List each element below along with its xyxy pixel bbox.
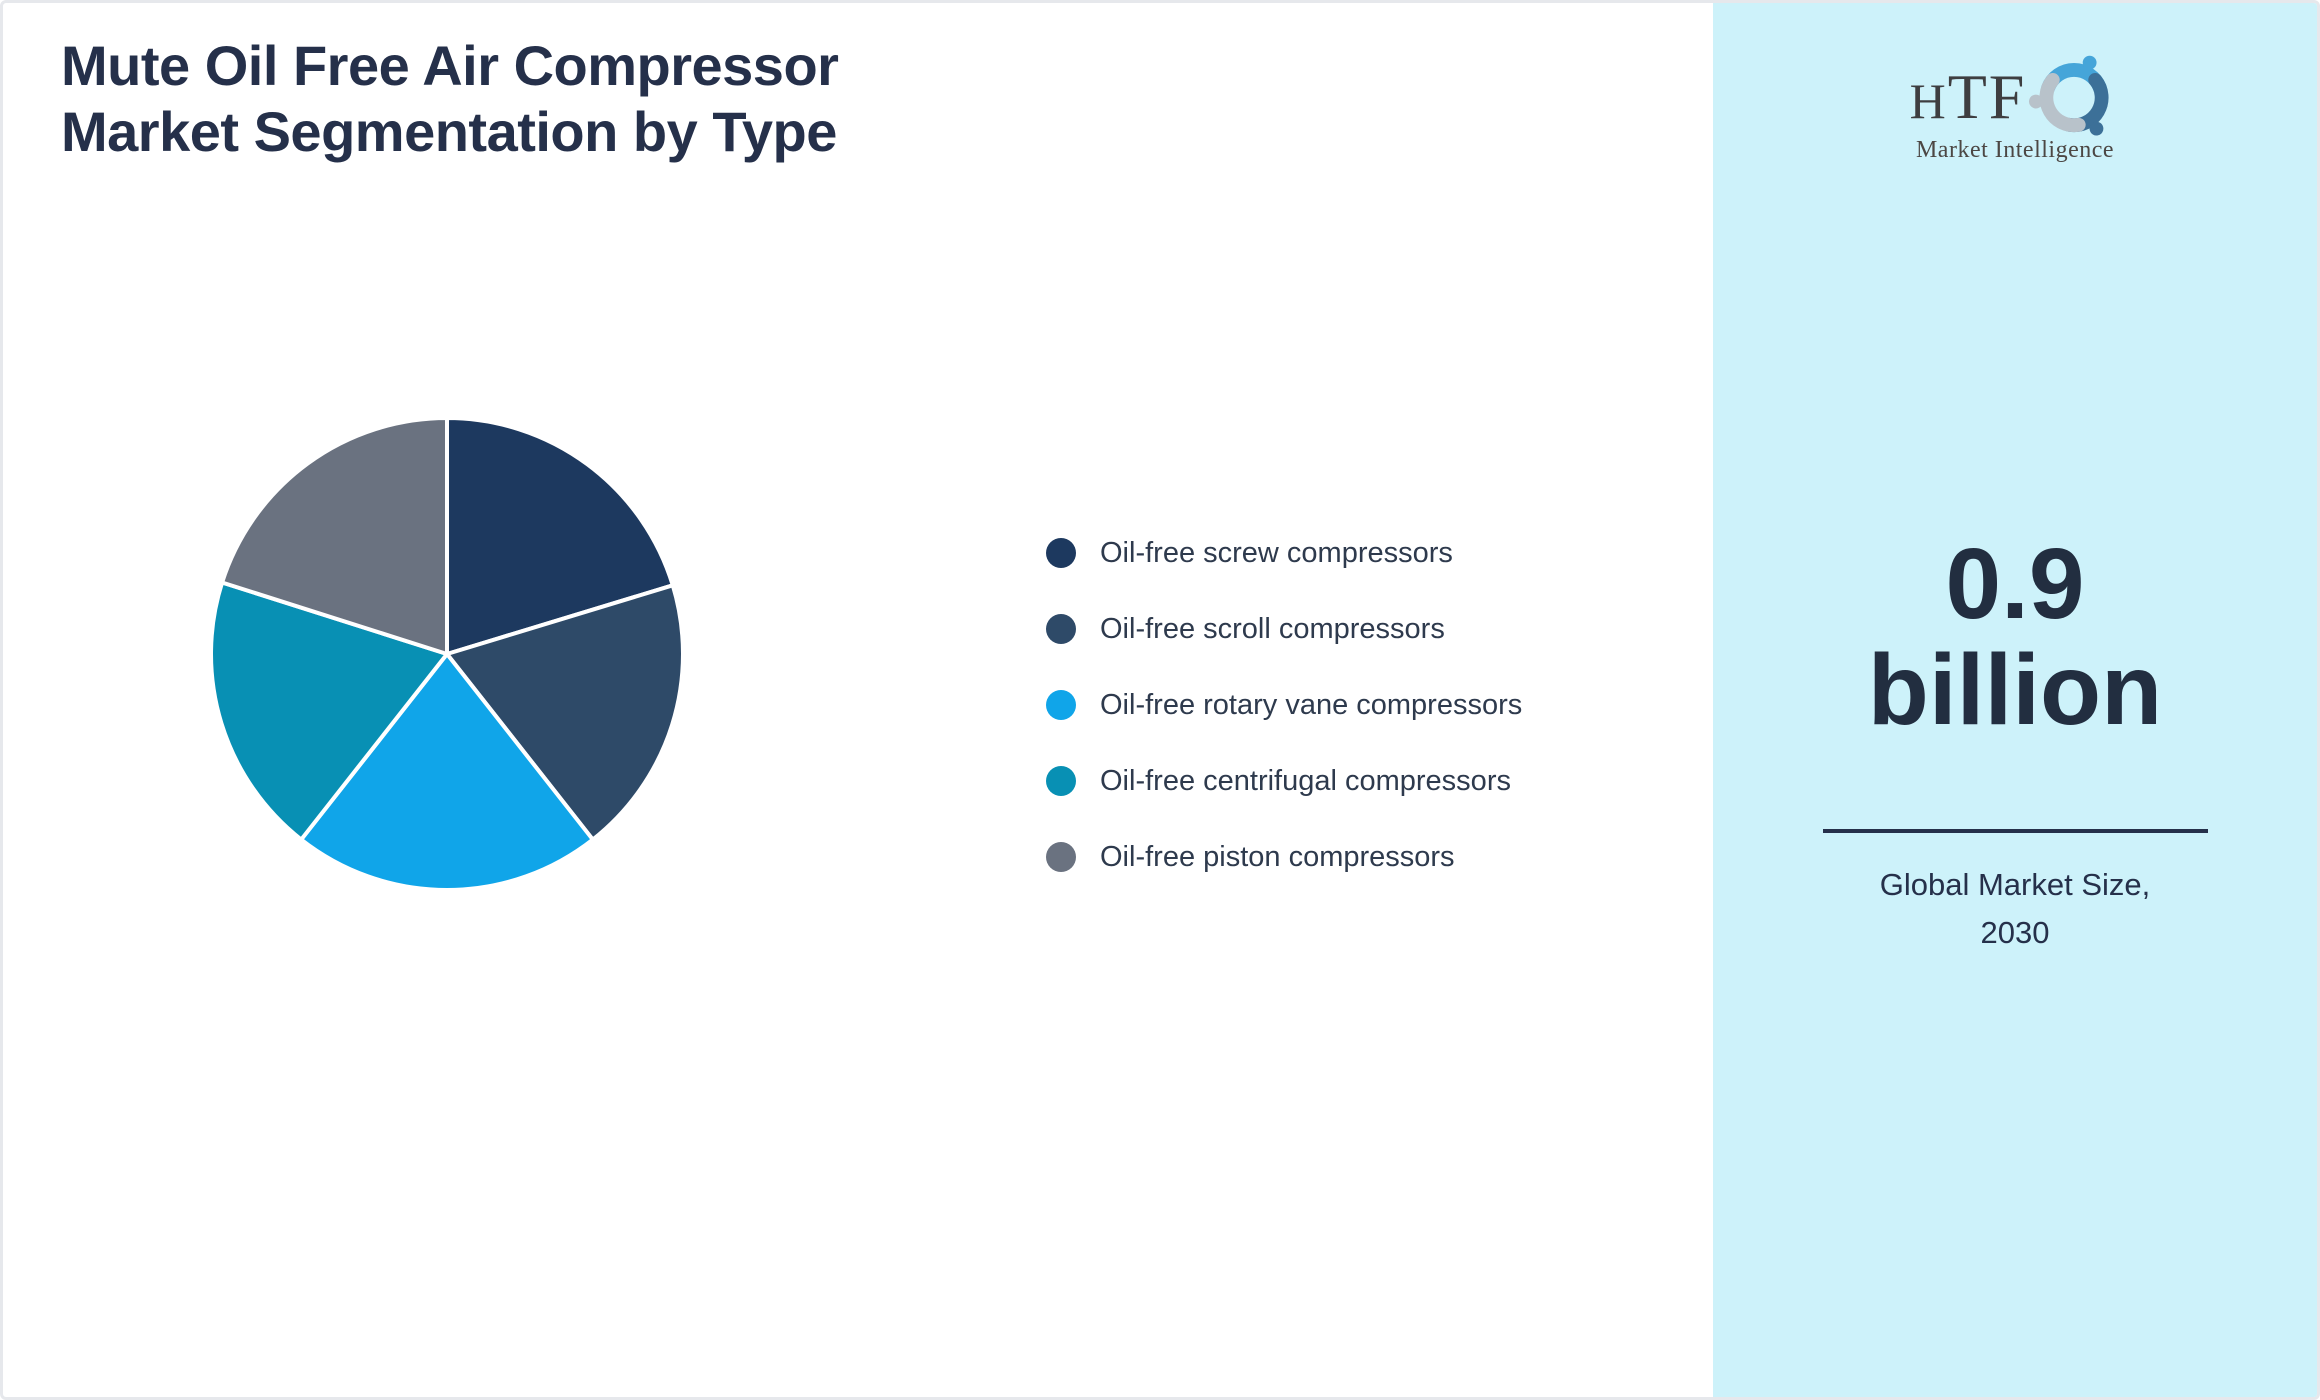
pie-slice-2 — [299, 652, 595, 892]
legend-label: Oil-free screw compressors — [1100, 536, 1453, 569]
legend-label: Oil-free piston compressors — [1100, 840, 1455, 873]
logo-text: HTF — [1909, 61, 2027, 132]
logo-swirl-icon — [2028, 47, 2120, 139]
legend-label: Oil-free scroll compressors — [1100, 612, 1445, 645]
pie-slice-0 — [445, 416, 675, 656]
stat-caption-line1: Global Market Size, — [1879, 867, 2151, 902]
pie-slice-4 — [220, 416, 449, 656]
stat-caption-line2: 2030 — [1980, 915, 2050, 951]
chart-title-line2: Market Segmentation by Type — [61, 100, 837, 164]
chart-title-line1: Mute Oil Free Air Compressor — [61, 34, 839, 97]
legend-item: Oil-free screw compressors — [1046, 536, 1522, 569]
legend-label: Oil-free rotary vane compressors — [1100, 688, 1523, 721]
sidebar-panel: HTF Market Intelligence 0.9 billion — [1713, 3, 2317, 1397]
pie-slice-3 — [209, 580, 449, 842]
pie-chart — [209, 416, 685, 892]
legend-swatch-icon — [1046, 766, 1076, 796]
logo: HTF Market Intelligence — [1713, 55, 2317, 164]
legend-item: Oil-free centrifugal compressors — [1046, 764, 1522, 797]
market-size-value: 0.9 — [1945, 528, 2085, 640]
market-size-unit: billion — [1867, 634, 2163, 746]
legend-item: Oil-free rotary vane compressors — [1046, 688, 1523, 721]
legend-swatch-icon — [1046, 842, 1076, 872]
legend-swatch-icon — [1046, 614, 1076, 644]
legend: Oil-free screw compressors Oil-free scrol… — [1046, 536, 1523, 918]
logo-row: HTF — [1910, 55, 2121, 139]
market-size-stat: 0.9 billion — [1713, 531, 2317, 743]
legend-item: Oil-free scroll compressors — [1046, 612, 1522, 645]
stat-caption: Global Market Size, 2030 — [1713, 861, 2317, 957]
pie-slice-1 — [445, 583, 685, 842]
chart-title: Mute Oil Free Air Compressor Market Segm… — [61, 33, 839, 165]
divider — [1823, 829, 2208, 833]
legend-swatch-icon — [1046, 538, 1076, 568]
logo-subtext: Market Intelligence — [1915, 137, 2115, 163]
legend-item: Oil-free piston compressors — [1046, 840, 1522, 873]
legend-swatch-icon — [1046, 690, 1076, 720]
legend-label: Oil-free centrifugal compressors — [1100, 764, 1511, 797]
